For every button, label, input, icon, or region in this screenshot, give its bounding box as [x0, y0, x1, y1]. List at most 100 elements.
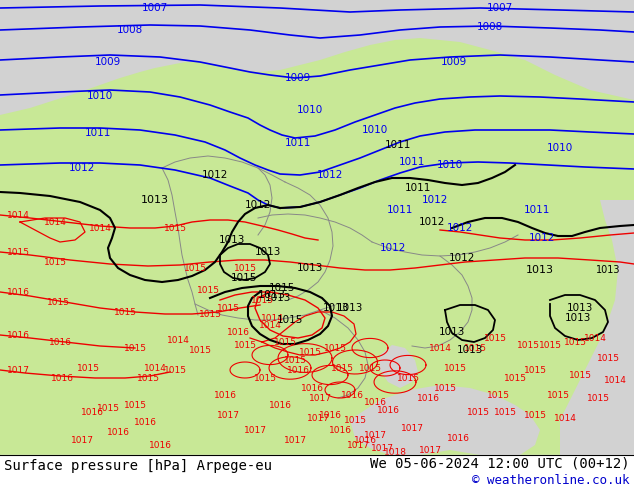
Text: 1016: 1016: [48, 338, 72, 346]
Text: 1015: 1015: [486, 391, 510, 399]
Text: 1015: 1015: [444, 364, 467, 372]
Text: 1015: 1015: [484, 334, 507, 343]
Text: 1016: 1016: [363, 397, 387, 407]
Text: 1016: 1016: [328, 425, 351, 435]
Text: 1015: 1015: [6, 247, 30, 256]
Text: 1014: 1014: [44, 218, 67, 226]
Text: 1012: 1012: [447, 223, 473, 233]
Text: 1016: 1016: [287, 366, 309, 374]
Text: 1014: 1014: [429, 343, 451, 352]
Text: 1015: 1015: [188, 345, 212, 354]
Text: 1014: 1014: [259, 320, 281, 329]
Text: 1017: 1017: [70, 436, 93, 444]
Text: 1015: 1015: [136, 373, 160, 383]
Text: 1017: 1017: [309, 393, 332, 402]
Text: 1015: 1015: [597, 353, 619, 363]
Text: 1016: 1016: [51, 373, 74, 383]
Text: 1007: 1007: [142, 3, 168, 13]
Text: 1015: 1015: [330, 364, 354, 372]
Text: 1015: 1015: [299, 347, 321, 357]
Text: 1016: 1016: [301, 384, 323, 392]
Text: 1016: 1016: [354, 436, 377, 444]
Text: 1015: 1015: [586, 393, 609, 402]
Text: 1010: 1010: [87, 91, 113, 101]
Text: 1012: 1012: [449, 253, 476, 263]
Polygon shape: [0, 0, 634, 115]
Text: 1011: 1011: [385, 140, 411, 150]
Text: 1010: 1010: [362, 125, 388, 135]
Text: We 05-06-2024 12:00 UTC (00+12): We 05-06-2024 12:00 UTC (00+12): [370, 456, 630, 470]
Text: 1015: 1015: [569, 370, 592, 379]
Text: 1010: 1010: [547, 143, 573, 153]
Text: 1015: 1015: [564, 338, 586, 346]
Text: 1012: 1012: [245, 200, 271, 210]
Text: 1013: 1013: [596, 265, 620, 275]
Text: 1014: 1014: [89, 223, 112, 232]
Text: 1015: 1015: [517, 341, 540, 349]
Text: 1011: 1011: [524, 205, 550, 215]
Text: 1016: 1016: [269, 400, 292, 410]
Text: 1015: 1015: [250, 295, 273, 304]
Text: 1015: 1015: [344, 416, 366, 424]
Text: 1016: 1016: [377, 406, 399, 415]
Text: 1011: 1011: [85, 128, 111, 138]
Text: 1016: 1016: [318, 411, 342, 419]
Text: 1011: 1011: [285, 138, 311, 148]
Text: 1017: 1017: [370, 443, 394, 452]
Text: 1015: 1015: [323, 343, 347, 352]
Polygon shape: [380, 345, 418, 388]
Text: 1013: 1013: [255, 247, 281, 257]
Text: © weatheronline.co.uk: © weatheronline.co.uk: [472, 473, 630, 487]
Text: 1007: 1007: [487, 3, 513, 13]
Polygon shape: [560, 200, 634, 455]
Text: 1016: 1016: [134, 417, 157, 426]
Text: 1013: 1013: [337, 303, 363, 313]
Text: 1008: 1008: [477, 22, 503, 32]
Text: 1015: 1015: [233, 264, 257, 272]
Text: 1014: 1014: [553, 414, 576, 422]
Text: 1015: 1015: [197, 286, 219, 294]
Text: 1011: 1011: [387, 205, 413, 215]
Text: 1014: 1014: [6, 211, 29, 220]
Text: 1013: 1013: [258, 290, 286, 300]
Text: 1015: 1015: [269, 283, 295, 293]
Text: 1016: 1016: [340, 391, 363, 399]
Text: 1016: 1016: [446, 434, 470, 442]
Text: 1015: 1015: [164, 223, 186, 232]
Text: 1015: 1015: [113, 308, 136, 317]
Text: 1015: 1015: [46, 297, 70, 307]
Text: 1012: 1012: [419, 217, 445, 227]
Text: 1017: 1017: [243, 425, 266, 435]
Text: 1013: 1013: [297, 263, 323, 273]
Text: 1017: 1017: [363, 431, 387, 440]
Text: 1015: 1015: [396, 373, 420, 383]
Text: 1015: 1015: [198, 310, 221, 318]
Text: 1013: 1013: [457, 345, 483, 355]
Text: 1015: 1015: [277, 315, 303, 325]
Text: 1012: 1012: [202, 170, 228, 180]
Text: 1012: 1012: [529, 233, 555, 243]
Text: 1015: 1015: [493, 408, 517, 416]
Text: 1012: 1012: [422, 195, 448, 205]
Text: 1015: 1015: [538, 341, 562, 349]
Text: 1014: 1014: [583, 334, 607, 343]
Text: 1013: 1013: [265, 293, 291, 303]
Text: 1015: 1015: [283, 356, 306, 365]
Text: 1015: 1015: [44, 258, 67, 267]
Text: 1013: 1013: [323, 303, 349, 313]
Text: 1015: 1015: [524, 411, 547, 419]
Text: 1013: 1013: [141, 195, 169, 205]
Text: 1015: 1015: [254, 373, 276, 383]
Text: 1016: 1016: [214, 391, 236, 399]
Text: 1017: 1017: [306, 414, 330, 422]
Text: 1016: 1016: [226, 327, 250, 337]
Text: 1015: 1015: [183, 264, 207, 272]
Text: 1015: 1015: [233, 341, 257, 349]
Text: 1015: 1015: [467, 408, 489, 416]
Text: 1015: 1015: [216, 303, 240, 313]
Text: 1015: 1015: [124, 343, 146, 352]
Text: 1014: 1014: [604, 375, 626, 385]
Text: 1010: 1010: [437, 160, 463, 170]
Text: 1017: 1017: [401, 423, 424, 433]
Text: 1010: 1010: [297, 105, 323, 115]
